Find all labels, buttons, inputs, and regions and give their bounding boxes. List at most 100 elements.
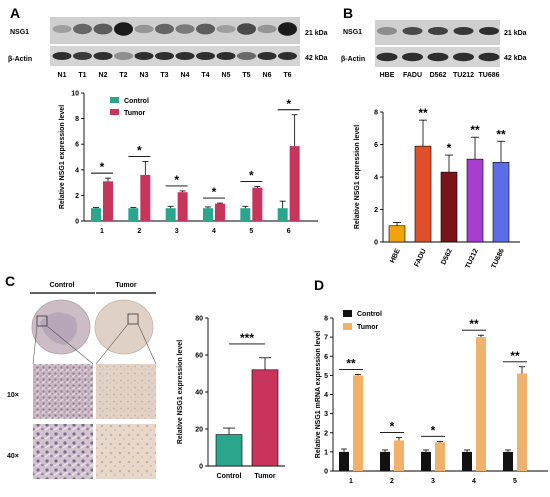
y-tick-label: 60 [195, 353, 203, 360]
y-tick-label: 0 [75, 219, 79, 226]
y-axis-label: Relative NSG1 expression level [59, 105, 66, 209]
blot-a-protein-band [216, 25, 236, 33]
significance-mark: * [249, 168, 254, 182]
blot-b-actin-band [453, 52, 474, 62]
blot-b-protein-band [428, 27, 448, 35]
bar-tumor [140, 174, 151, 221]
bar [215, 434, 243, 467]
y-axis-label: Relative NSG1 expression level [177, 340, 184, 444]
bar-tumor [517, 373, 527, 471]
blot-a-protein-band [134, 24, 154, 34]
x-tick-label: 5 [249, 228, 253, 235]
ihc-zoom-line [32, 325, 38, 365]
y-tick-label: 7 [324, 335, 328, 342]
x-tick-label: 1 [349, 478, 353, 485]
bar [388, 225, 406, 243]
panel-a: A NSG1 β-Actin 21 kDa 42 kDa N1 T1 N2 T2 N3 T… [8, 5, 328, 79]
blot-a-protein-band [196, 23, 215, 35]
y-tick-label: 0 [374, 240, 378, 247]
chart-c: 0 20 40 60 80 Relative NSG1 expression level C… [177, 316, 285, 480]
y-tick-label: 0 [199, 464, 203, 471]
bar-control [128, 208, 139, 221]
bar-tumor [353, 375, 363, 471]
bar-tumor [435, 442, 445, 471]
y-tick-label: 5 [324, 373, 328, 380]
ihc-col-control: Control [50, 282, 75, 289]
x-tick-label: 3 [431, 478, 435, 485]
significance-mark: ** [496, 127, 506, 141]
significance-mark: * [212, 185, 217, 199]
ihc-row-10x: 10× [7, 392, 19, 399]
significance-mark: * [390, 420, 395, 434]
x-tick-label: 4 [212, 228, 216, 235]
bar-tumor [289, 146, 300, 221]
blot-a-actin-band [216, 52, 236, 60]
x-tick-label: 2 [137, 228, 141, 235]
bar-control [339, 451, 349, 471]
y-tick-label: 4 [324, 392, 328, 399]
bar-tumor [103, 181, 113, 221]
blot-a-protein-strip [50, 17, 300, 44]
legend-label: Control [124, 98, 149, 105]
blot-a-actin-band [237, 52, 256, 60]
bar [414, 145, 432, 243]
x-tick-label: 5 [513, 478, 517, 485]
blot-a-actin-band [52, 52, 72, 60]
bar [466, 158, 484, 243]
blot-b-protein-band [402, 27, 423, 35]
significance-mark: ** [510, 349, 520, 363]
blot-a-protein-band [73, 23, 92, 35]
panel-c-label: C [5, 273, 15, 289]
y-tick-label: 8 [324, 316, 328, 323]
legend-swatch-tumor [343, 323, 352, 330]
blot-b-loading-label: β-Actin [341, 56, 365, 63]
y-tick-label: 10 [71, 91, 79, 98]
blot-a-lane-labels: N1 T1 N2 T2 N3 T3 N4 T4 N5 T5 N6 T6 [58, 72, 292, 79]
bar-control [503, 451, 513, 471]
blot-a-bands [52, 22, 297, 60]
ihc-control-core-tissue [40, 312, 78, 345]
ihc-control-10x [33, 364, 93, 419]
blot-b-lane-label: TU212 [453, 72, 474, 79]
legend-label: Tumor [357, 324, 379, 331]
blot-a-actin-strip [50, 46, 300, 66]
y-tick-label: 8 [75, 116, 79, 123]
chart-a: 0 2 4 6 8 10 Relative NSG1 expression level 1 * 2… [59, 91, 318, 235]
y-tick-label: 80 [195, 316, 203, 323]
y-tick-label: 4 [374, 175, 378, 182]
bar-control [277, 208, 288, 221]
blot-a-protein-band [237, 23, 256, 35]
legend-swatch-tumor [110, 109, 119, 115]
blot-a-protein-band [155, 23, 174, 35]
bar [251, 369, 279, 467]
ihc-tumor-core [94, 299, 154, 355]
blot-a-protein-band [93, 23, 113, 35]
ihc-col-tumor: Tumor [115, 282, 137, 289]
significance-mark: * [447, 141, 452, 155]
blot-a-lane-label: N5 [222, 72, 231, 79]
bar-control [165, 208, 176, 221]
bar-control [203, 208, 213, 221]
ihc-control-40x [33, 424, 93, 479]
blot-b-size-protein: 21 kDa [504, 30, 527, 37]
blot-a-protein-band [114, 22, 133, 36]
y-axis-label: Relative NSG1 expression level [354, 125, 361, 229]
x-tick-label: D562 [440, 248, 453, 266]
blot-b-lane-label: FADU [403, 72, 422, 79]
blot-b-protein-label: NSG1 [343, 29, 362, 36]
panel-d: D [314, 277, 324, 293]
blot-a-size-protein: 21 kDa [305, 30, 328, 37]
blot-a-lane-label: T2 [119, 72, 127, 79]
bar [440, 171, 458, 243]
legend-swatch-control [110, 97, 119, 103]
y-tick-label: 6 [324, 354, 328, 361]
x-tick-label: Tumor [254, 473, 276, 480]
blot-b-protein-band [377, 27, 397, 35]
ihc-zoom-line [46, 325, 94, 365]
blot-a-lane-label: T4 [201, 72, 209, 79]
significance-mark: *** [240, 331, 254, 345]
x-tick-label: Control [217, 473, 242, 480]
blot-a-lane-label: N6 [263, 72, 272, 79]
blot-a-protein-band [52, 25, 72, 33]
blot-a-actin-band [93, 52, 113, 60]
